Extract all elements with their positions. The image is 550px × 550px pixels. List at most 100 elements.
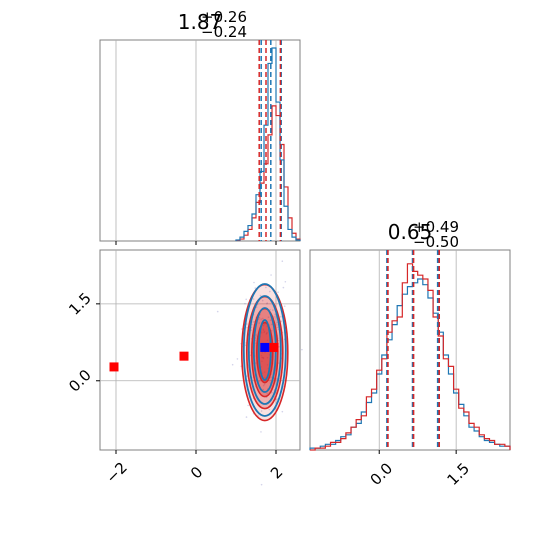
panel-bottom-right-title-lower: −0.50 [413,233,459,251]
histogram-blue-series [309,278,511,450]
histogram-red-series [310,263,511,451]
scatter-point [261,299,264,302]
scatter-point [252,321,255,323]
scatter-point [236,358,239,360]
scatter-point [258,316,261,319]
scatter-point [244,344,247,347]
scatter-point [284,280,287,283]
panel-bottom-left-frame [99,249,301,451]
marker-red-1 [179,351,189,361]
contour-blue-level-0 [242,283,287,417]
panel-bottom-right: 0.0 1.5 0.65 +0.49 −0.50 [309,218,511,489]
scatter-point [262,388,265,391]
scatter-point [278,345,280,348]
histogram-red-series [235,105,301,242]
scatter-point [269,319,272,321]
scatter-point [263,383,266,386]
panel-bottom-right-title-upper: +0.49 [413,218,459,236]
scatter-point [274,313,276,316]
scatter-point [265,286,267,289]
tick-label-x-0: 0.0 [367,459,397,489]
scatter-point [260,483,263,486]
histogram-blue-series [235,47,301,241]
scatter-point [269,290,271,293]
scatter-point [282,286,285,289]
scatter-point [269,308,271,311]
scatter-point [276,378,278,380]
scatter-point [247,404,249,407]
tick-label-x-1: 0 [187,463,206,482]
marker-blue [260,342,270,352]
panel-bottom-right-title-value: 0.65 [388,220,433,244]
panel-bottom-right-frame [309,249,511,451]
scatter-point [263,323,266,325]
scatter-point [261,356,263,359]
panel-top-left-quantile-lines [258,40,282,241]
scatter-point [261,356,263,359]
contour-blue-level-1 [247,295,282,405]
scatter-point [281,260,284,262]
tick-label-x-0: −2 [103,459,131,487]
panel-top-left-histograms [235,47,301,242]
scatter-point [270,329,273,332]
tick-label-x-2: 2 [267,463,286,482]
scatter-point [266,356,269,359]
scatter-point [253,281,255,284]
scatter-point [268,408,271,411]
scatter-point [262,356,264,359]
scatter-point [266,364,269,366]
scatter-point [266,339,269,342]
scatter-point [272,309,274,311]
scatter-point [260,410,263,412]
scatter-point [280,315,282,318]
scatter-point [301,348,303,351]
panel-bottom-left: −2 0 2 0.0 1.5 [65,249,303,487]
scatter-point [266,392,268,395]
scatter-point [281,410,284,413]
panel-top-left: 1.87 +0.26 −0.24 [99,8,301,245]
scatter-point [262,329,265,332]
scatter-point [262,324,265,327]
scatter-point [266,302,268,304]
scatter-point [260,318,262,320]
scatter-point [270,323,273,326]
scatter-point [264,351,266,354]
panel-top-left-title-value: 1.87 [178,10,223,34]
scatter-point [262,356,265,359]
scatter-point [265,333,268,335]
scatter-point [252,298,255,300]
tick-label-y-1: 1.5 [65,289,95,319]
scatter-point [270,274,272,276]
scatter-point [267,316,270,319]
scatter-point [262,317,264,320]
scatter-point [255,334,258,336]
panel-bottom-right-title: 0.65 [388,220,433,244]
scatter-point [244,302,246,305]
scatter-point [260,354,263,357]
scatter-point [270,376,272,379]
scatter-point [262,328,265,330]
scatter-point [260,431,262,433]
scatter-point [264,376,266,379]
scatter-point [273,315,275,318]
scatter-point [258,322,261,324]
scatter-point [260,332,263,334]
scatter-point [231,363,234,366]
scatter-point [261,351,264,354]
scatter-point [246,323,248,325]
scatter-point [245,298,248,301]
tick-label-x-1: 1.5 [443,459,473,489]
panel-bottom-left-markers [109,342,279,372]
scatter-point [263,330,266,333]
scatter-point [261,360,263,363]
scatter-point [266,331,268,334]
scatter-point [276,324,279,326]
scatter-point [283,305,286,307]
panel-top-left-title-lower: −0.24 [201,23,247,41]
marker-red-0 [109,362,119,372]
scatter-point [277,291,279,293]
scatter-point [263,371,266,373]
panel-top-left-title: 1.87 [178,10,223,34]
